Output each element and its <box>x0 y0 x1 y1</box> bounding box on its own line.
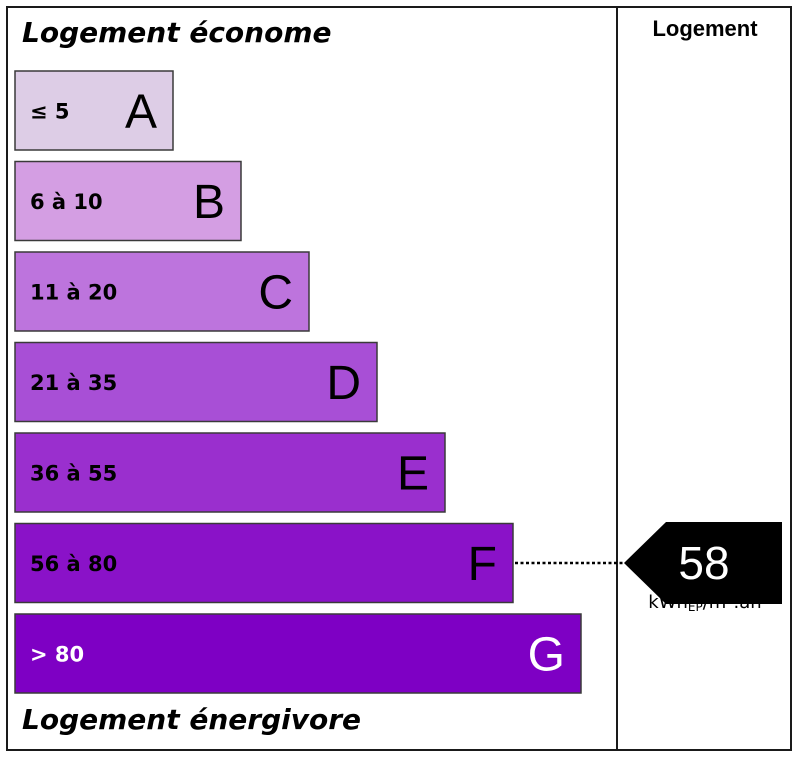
value-indicator-number: 58 <box>678 537 729 589</box>
range-label-g: > 80 <box>30 643 84 667</box>
top-heading: Logement économe <box>22 16 332 49</box>
unit-base: kWh <box>648 592 688 613</box>
range-label-b: 6 à 10 <box>30 190 103 214</box>
bar-a <box>14 70 174 151</box>
range-label-e: 36 à 55 <box>30 462 117 486</box>
unit-subscript: EP <box>687 600 703 614</box>
column-heading: Logement <box>652 16 758 41</box>
class-letter-f: F <box>468 538 497 591</box>
class-letter-c: C <box>258 267 293 320</box>
label-frame <box>6 6 792 751</box>
column-divider <box>616 6 618 751</box>
bar-e <box>14 432 446 513</box>
bar-d <box>14 341 378 423</box>
class-letter-b: B <box>193 176 225 229</box>
bar-g <box>14 613 582 694</box>
range-label-c: 11 à 20 <box>30 281 117 305</box>
unit-label: kWhEP/m².an <box>618 592 792 614</box>
bar-b <box>14 160 242 242</box>
value-indicator-arrow <box>624 522 782 604</box>
range-label-a: ≤ 5 <box>30 100 70 124</box>
class-letter-d: D <box>326 357 361 410</box>
unit-suffix: /m².an <box>702 592 762 613</box>
class-letter-e: E <box>397 448 429 501</box>
bar-c <box>14 251 310 332</box>
range-label-d: 21 à 35 <box>30 371 117 395</box>
bar-f <box>14 522 514 604</box>
bottom-heading: Logement énergivore <box>22 703 361 736</box>
class-letter-a: A <box>125 86 157 139</box>
class-letter-g: G <box>528 629 565 682</box>
range-label-f: 56 à 80 <box>30 552 117 576</box>
